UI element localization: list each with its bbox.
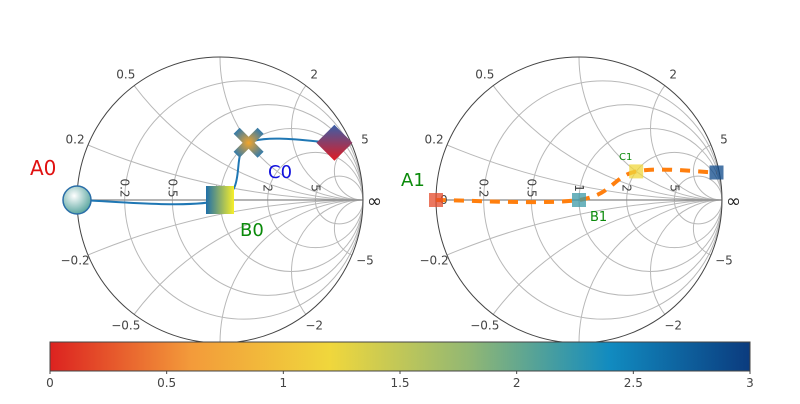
- marker-x: [233, 127, 264, 158]
- real-tick-label: 5: [667, 184, 681, 192]
- real-tick-label: 2: [261, 184, 275, 192]
- imag-tick-label: −0.5: [111, 319, 140, 333]
- colorbar: 0 0.5 1 1.5 2 2.5 3: [46, 341, 754, 390]
- colorbar-tick-label: 2: [513, 376, 521, 390]
- imag-tick-label: −0.5: [470, 319, 499, 333]
- colorbar-tick-label: 0.5: [157, 376, 176, 390]
- smith-chart-right: 0.2 0.5 1 2 50 ∞0.20.5 25−0.2−0.5 −2−5: [420, 56, 741, 344]
- imag-tick-label: 0.2: [66, 133, 85, 147]
- point-annotation-b0: B0: [240, 220, 264, 241]
- real-tick-label: 0.2: [118, 178, 132, 197]
- colorbar-gradient: [49, 341, 751, 372]
- imag-tick-label: 0.5: [116, 67, 135, 81]
- real-tick-label: 1: [572, 184, 586, 192]
- trace-line: [435, 167, 717, 205]
- infinity-label: ∞: [726, 191, 741, 212]
- imag-tick-label: −5: [715, 253, 733, 267]
- imag-tick-label: −2: [664, 319, 682, 333]
- real-tick-label: 5: [308, 184, 322, 192]
- colorbar-tick-label: 1.5: [390, 376, 409, 390]
- real-tick-label: 0.5: [165, 178, 179, 197]
- colorbar-tick-label: 0: [46, 376, 54, 390]
- imag-tick-label: 2: [310, 67, 318, 81]
- reactance-arc: [692, 199, 722, 258]
- imag-tick-label: −5: [356, 253, 374, 267]
- reactance-arc: [219, 57, 363, 201]
- point-annotation-b1: B1: [590, 210, 607, 225]
- real-tick-label: 0.2: [477, 178, 491, 197]
- point-annotation-a1: A1: [401, 170, 425, 191]
- colorbar-tick-label: 2.5: [624, 376, 643, 390]
- marker-diamond: [316, 124, 353, 161]
- point-annotation-c1: C1: [619, 152, 632, 163]
- imag-tick-label: 5: [720, 133, 728, 147]
- imag-tick-label: −2: [305, 319, 323, 333]
- marker-square: [206, 186, 234, 214]
- point-annotation-a0: A0: [30, 156, 56, 180]
- reactance-arc: [650, 199, 722, 343]
- imag-tick-label: 0.2: [425, 133, 444, 147]
- reactance-arc: [291, 199, 363, 343]
- imag-tick-label: −0.2: [61, 253, 90, 267]
- marker-square: [572, 193, 586, 207]
- real-tick-label: 0.5: [524, 178, 538, 197]
- colorbar-tick-label: 1: [280, 376, 288, 390]
- imag-tick-label: 2: [669, 67, 677, 81]
- marker-circle: [62, 185, 92, 215]
- marker-square: [429, 193, 443, 207]
- reactance-arc: [291, 57, 363, 201]
- imag-tick-label: −0.2: [420, 253, 449, 267]
- point-annotation-c0: C0: [268, 162, 292, 183]
- marker-square: [629, 164, 644, 179]
- reactance-arc: [77, 57, 363, 201]
- reactance-arc: [77, 57, 363, 201]
- marker-square: [709, 165, 724, 180]
- reactance-arc: [650, 57, 722, 201]
- colorbar-tick-label: 3: [746, 376, 754, 390]
- reactance-arc: [436, 57, 722, 201]
- real-tick-label: 2: [620, 184, 634, 192]
- trace-line: [76, 137, 335, 206]
- imag-tick-label: 5: [361, 133, 369, 147]
- infinity-label: ∞: [367, 191, 382, 212]
- reactance-arc: [692, 142, 722, 201]
- imag-tick-label: 0.5: [475, 67, 494, 81]
